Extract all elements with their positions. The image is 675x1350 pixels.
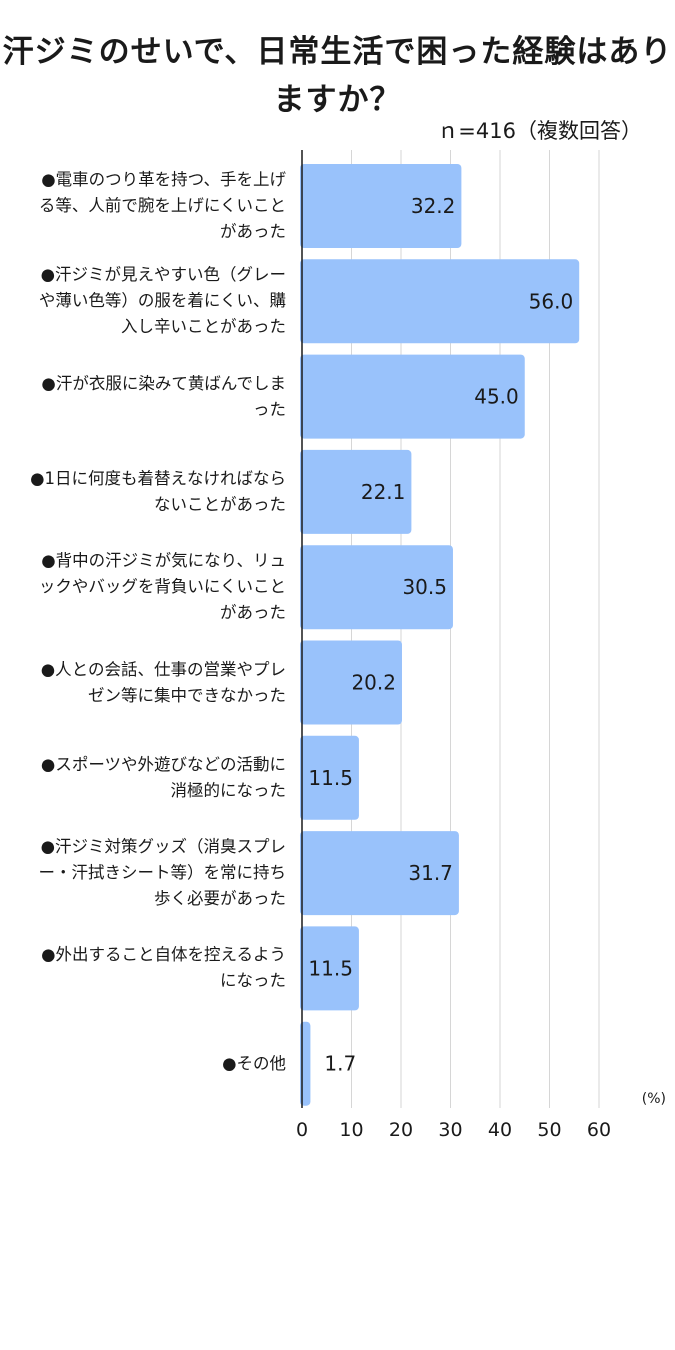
bar (300, 545, 453, 630)
value-label: 1.7 (324, 1052, 356, 1076)
bar (300, 449, 412, 534)
bar (300, 926, 359, 1011)
x-tick-label: 20 (389, 1119, 413, 1141)
bar (300, 164, 462, 248)
x-tick-label: 30 (438, 1119, 462, 1141)
category-label: ●汗ジミが見えやすい色（グレーや薄い色等）の服を着にくい、購入し辛いことがあった (38, 265, 286, 337)
bar (300, 640, 402, 725)
category-label: ●外出すること自体を控えるようになった (41, 945, 286, 991)
value-label: 45.0 (474, 385, 519, 409)
value-label: 32.2 (411, 194, 456, 218)
value-label: 30.5 (402, 575, 447, 599)
bar (300, 259, 580, 344)
value-label: 56.0 (529, 289, 574, 313)
value-label: 31.7 (408, 861, 453, 885)
x-tick-label: 50 (537, 1119, 561, 1141)
x-tick-label: 10 (339, 1119, 363, 1141)
x-tick-label: 60 (587, 1119, 611, 1141)
category-label: ●電車のつり革を持つ、手を上げる等、人前で腕を上げにくいことがあった (38, 170, 286, 241)
category-label: ●1日に何度も着替えなければならないことがあった (30, 468, 286, 514)
bar (300, 735, 359, 820)
x-tick-label: 0 (296, 1119, 308, 1141)
x-tick-label: 40 (488, 1119, 512, 1141)
unit-label: (%) (642, 1091, 666, 1107)
value-label: 22.1 (361, 480, 406, 504)
category-label: ●スポーツや外遊びなどの活動に消極的になった (40, 754, 286, 800)
chart-title: 汗ジミのせいで、日常生活で困った経験はありますか？ (2, 34, 673, 118)
value-label: 20.2 (351, 671, 396, 695)
value-label: 11.5 (308, 766, 353, 790)
bar (300, 354, 525, 439)
category-label: ●汗が衣服に染みて黄ばんでしまった (41, 373, 286, 419)
category-label: ●汗ジミ対策グッズ（消臭スプレー・汗拭きシート等）を常に持ち歩く必要があった (38, 837, 287, 909)
sample-size-note: ｎ=416（複数回答） (437, 119, 642, 143)
category-label: ●その他 (222, 1053, 286, 1073)
value-label: 11.5 (308, 956, 353, 980)
category-label: ●背中の汗ジミが気になり、リュックやバッグを背負いにくいことがあった (38, 551, 286, 623)
bar (300, 831, 459, 916)
category-label: ●人との会話、仕事の営業やプレゼン等に集中できなかった (40, 659, 286, 705)
